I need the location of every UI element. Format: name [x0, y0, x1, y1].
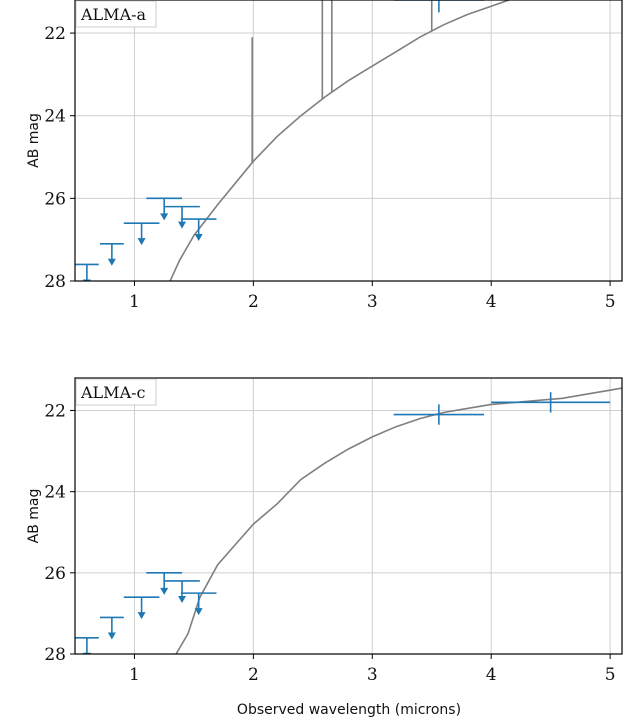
x-tick-label: 2 [248, 665, 259, 685]
upper-limit-arrow-head [137, 238, 146, 246]
x-tick-label: 3 [367, 665, 378, 685]
panel-label-box [75, 378, 157, 406]
y-tick-label: 24 [44, 107, 66, 127]
plot-area [75, 387, 622, 654]
y-tick-label: 28 [44, 272, 66, 292]
y-tick-label: 26 [44, 189, 66, 209]
axes-frame [74, 0, 623, 282]
panel-label: ALMA-a [80, 5, 147, 24]
panel-label-box [75, 0, 157, 28]
y-tick-label: 22 [44, 24, 66, 44]
upper-limit-arrow-head [194, 234, 203, 242]
x-tick-label: 3 [367, 292, 378, 312]
x-tick-label: 4 [486, 665, 497, 685]
y-axis-label: AB mag [26, 113, 42, 168]
sed-model-line [169, 0, 512, 281]
upper-limit-arrow-head [137, 612, 146, 620]
x-tick-label: 1 [129, 292, 140, 312]
x-tick-label: 2 [248, 292, 259, 312]
upper-limit-arrow-head [107, 632, 116, 640]
upper-limit-arrow-head [107, 258, 116, 266]
panel-label: ALMA-c [80, 383, 146, 402]
y-tick-label: 26 [44, 564, 66, 584]
x-tick-label: 4 [486, 292, 497, 312]
y-axis-label: AB mag [26, 489, 42, 544]
upper-limit-arrow-head [160, 213, 169, 221]
upper-limit-arrow-head [194, 608, 203, 616]
x-axis-label: Observed wavelength (microns) [237, 702, 461, 718]
panel-alma-a: 1 2 3 4 5 22 24 26 28 AB mag ALMA-a [26, 0, 623, 312]
x-tick-label: 1 [129, 665, 140, 685]
y-tick-label: 24 [44, 483, 66, 503]
y-tick-label: 22 [44, 401, 66, 421]
x-tick-label: 5 [605, 665, 616, 685]
plot-area [75, 0, 512, 281]
upper-limit-arrow-head [178, 595, 187, 603]
y-tick-label: 28 [44, 645, 66, 665]
sed-model-line [175, 387, 622, 654]
panel-alma-c: 1 2 3 4 5 22 24 26 28 AB mag ALMA-c [26, 377, 623, 685]
axes-frame [74, 377, 623, 655]
upper-limit-arrow-head [178, 221, 187, 229]
upper-limit-arrow-head [160, 587, 169, 595]
x-tick-label: 5 [605, 292, 616, 312]
